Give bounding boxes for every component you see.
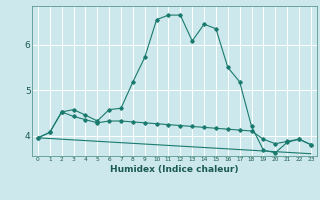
X-axis label: Humidex (Indice chaleur): Humidex (Indice chaleur) xyxy=(110,165,239,174)
